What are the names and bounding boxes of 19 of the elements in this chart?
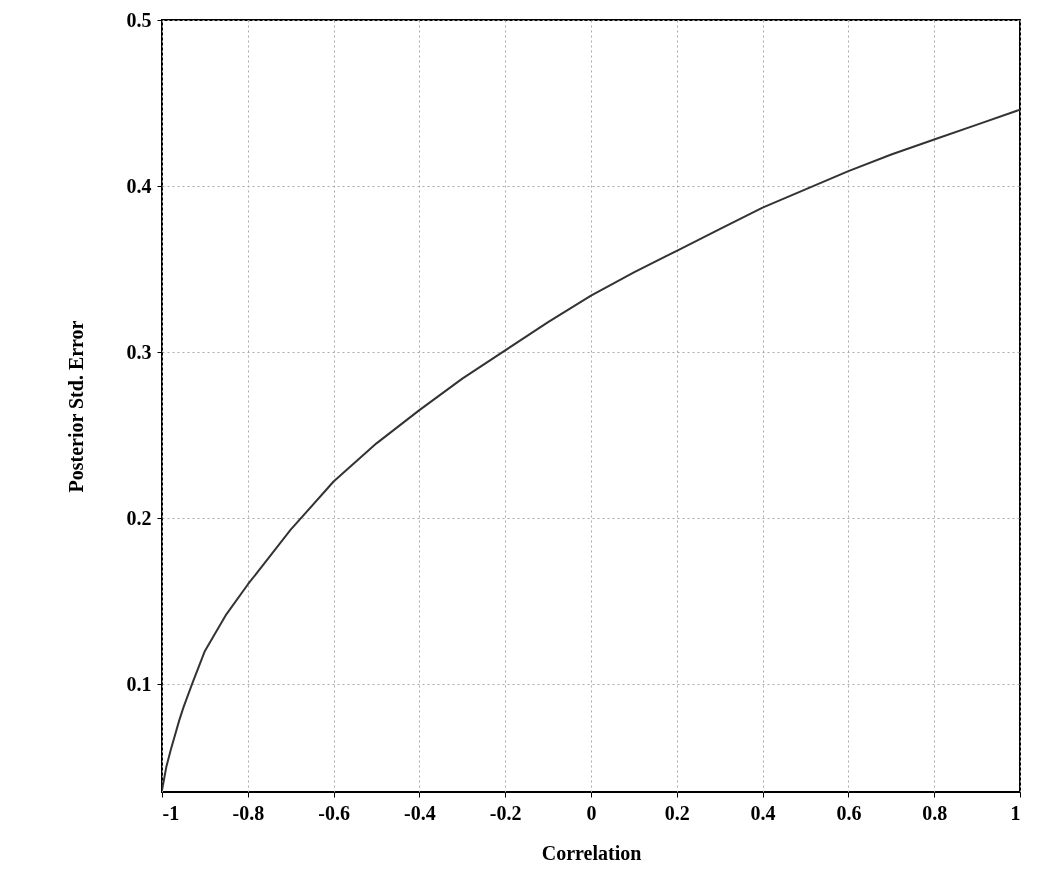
y-tick-label: 0.4 (126, 174, 152, 197)
x-tick-label: 1 (1010, 801, 1021, 824)
line-series (162, 108, 1020, 792)
y-tick-label: 0.1 (126, 672, 152, 695)
y-tick-label: 0.2 (126, 506, 152, 529)
x-tick-label: -0.6 (318, 801, 350, 824)
x-tick-label: -0.8 (232, 801, 265, 824)
x-tick-label: -0.2 (489, 801, 522, 824)
y-tick-label: 0.3 (126, 340, 152, 363)
x-axis-title: Correlation (541, 841, 642, 864)
x-tick-label: 0 (586, 801, 597, 824)
y-tick-label: 0.5 (126, 8, 152, 31)
x-tick-label: 0.4 (750, 801, 776, 824)
x-tick-label: 0.8 (922, 801, 948, 824)
y-axis-title: Posterior Std. Error (64, 320, 87, 493)
x-tick-label: 0.6 (836, 801, 862, 824)
x-tick-label: 0.2 (664, 801, 690, 824)
x-tick-label: -1 (162, 801, 180, 824)
x-tick-label: -0.4 (404, 801, 436, 824)
